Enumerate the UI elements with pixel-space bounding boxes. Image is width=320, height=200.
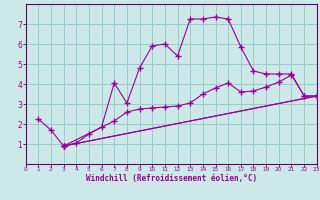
- X-axis label: Windchill (Refroidissement éolien,°C): Windchill (Refroidissement éolien,°C): [86, 174, 257, 183]
